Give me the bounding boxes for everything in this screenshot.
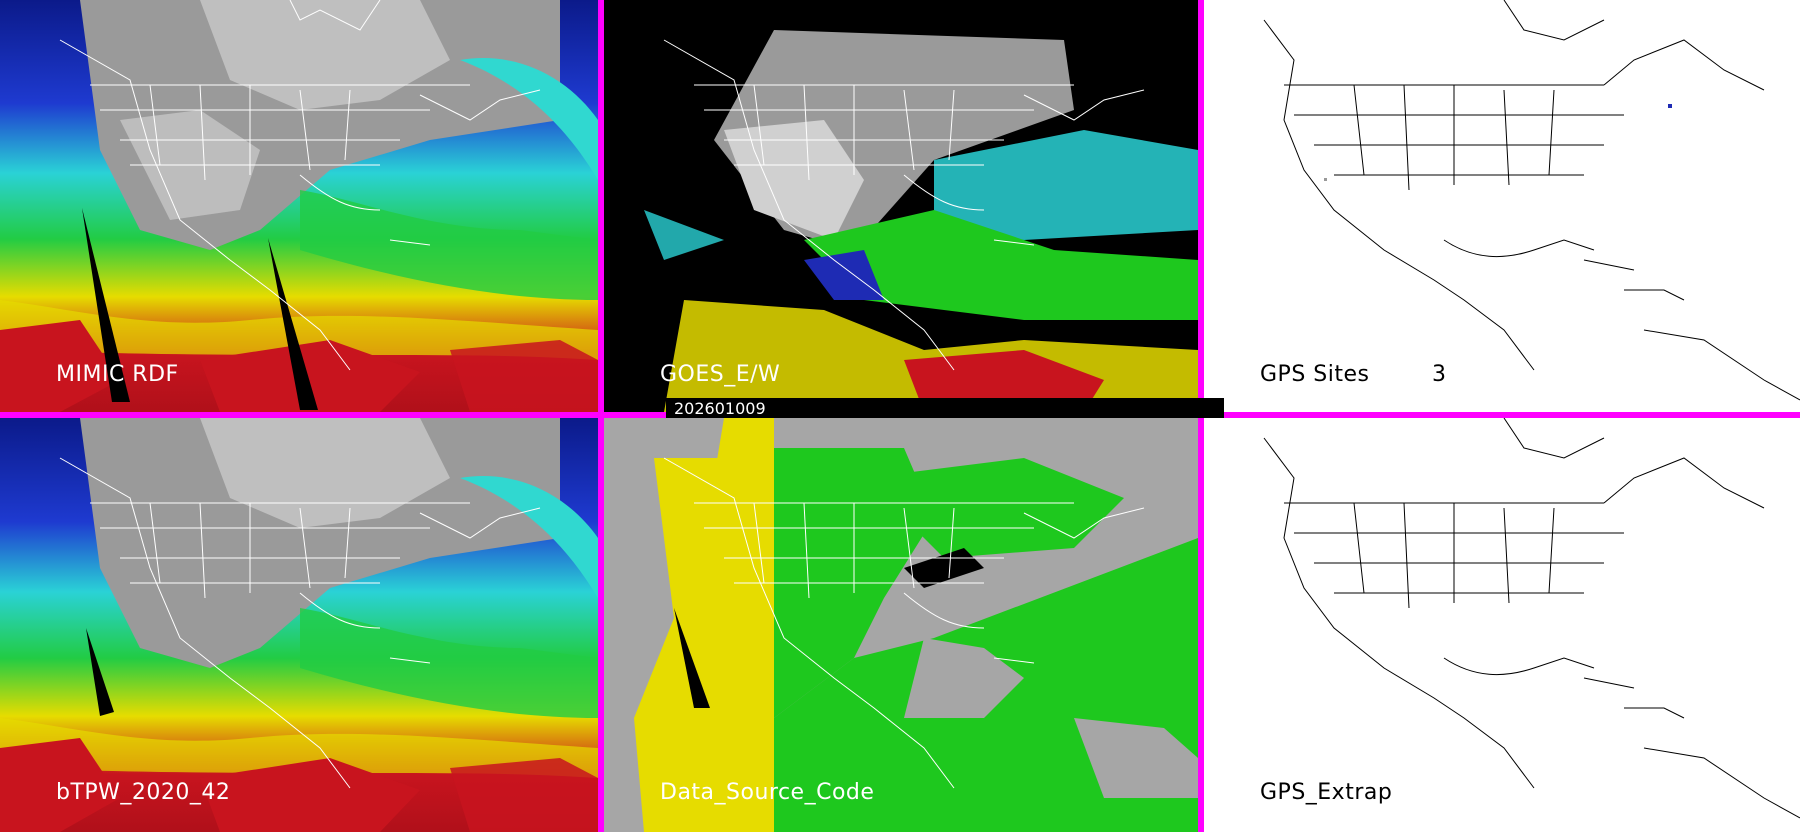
data-source-code-panel: Data_Source_Code [604,418,1198,832]
panel-label-mimic: MIMIC RDF [56,362,179,387]
btpw-panel: bTPW_2020_42 [0,418,598,832]
mimic-rdf-map [0,0,598,412]
panel-label-gps-extrap: GPS_Extrap [1260,780,1393,805]
goes-ew-panel: GOES_E/W [604,0,1198,412]
gps-sites-map [1204,0,1800,412]
btpw-map [0,418,598,832]
panel-label-btpw: bTPW_2020_42 [56,780,231,805]
gps-extrap-panel: GPS_Extrap [1204,418,1800,832]
data-source-code-map [604,418,1198,832]
gps-sites-count: 3 [1432,362,1446,387]
panel-label-gps-sites: GPS Sites [1260,362,1370,387]
timestamp-bar: 202601009 [666,398,1224,418]
gps-extrap-map [1204,418,1800,832]
panel-label-data-source: Data_Source_Code [660,780,875,805]
panel-label-goes: GOES_E/W [660,362,781,387]
timestamp-label: 202601009 [674,399,766,418]
gps-sites-panel: GPS Sites 3 [1204,0,1800,412]
goes-ew-map [604,0,1198,412]
mimic-rdf-panel: MIMIC RDF [0,0,598,412]
